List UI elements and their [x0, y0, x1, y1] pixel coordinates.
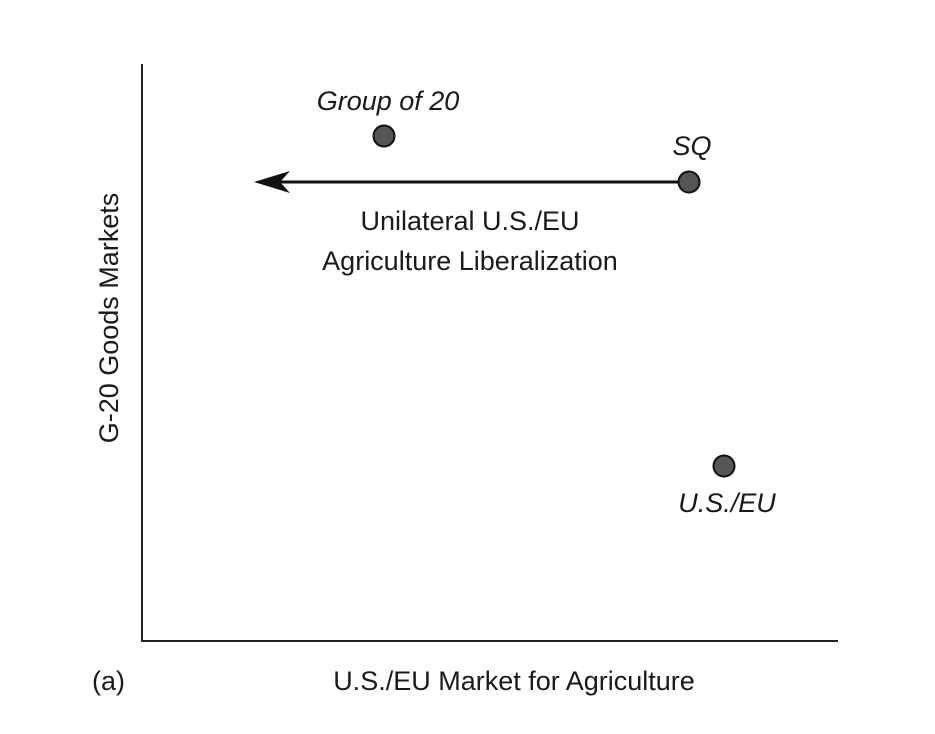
- arrow-label-line2: Agriculture Liberalization: [322, 246, 618, 276]
- us-eu-label: U.S./EU: [678, 488, 776, 518]
- x-axis-title: U.S./EU Market for Agriculture: [333, 666, 695, 696]
- y-axis-title: G-20 Goods Markets: [94, 193, 124, 444]
- sq-label: SQ: [672, 131, 711, 161]
- panel-label: (a): [92, 666, 125, 696]
- sq-point: [677, 170, 701, 194]
- group-of-20-point: [372, 124, 396, 148]
- arrow-label-line1: Unilateral U.S./EU: [360, 206, 579, 236]
- us-eu-point: [712, 454, 736, 478]
- liberalization-arrow-head: [254, 171, 290, 193]
- group-of-20-label: Group of 20: [317, 86, 460, 116]
